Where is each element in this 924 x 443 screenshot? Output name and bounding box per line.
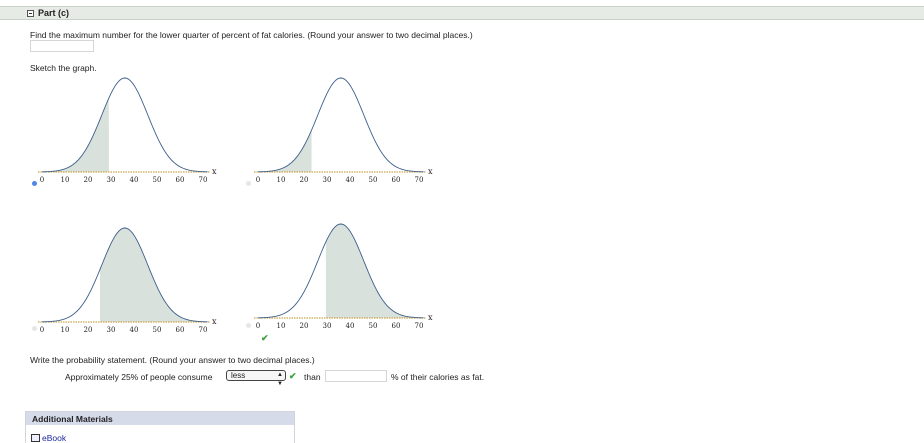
tick-label: 60 [176, 326, 185, 334]
shaded-region [258, 128, 313, 172]
book-icon [31, 434, 40, 442]
tick-label: 50 [369, 176, 378, 184]
graph-radio-3[interactable] [32, 326, 37, 331]
check-icon: ✔ [289, 371, 297, 381]
collapse-icon[interactable] [27, 10, 34, 17]
tick-label: 50 [153, 326, 162, 334]
graph-option-1[interactable]: 0 10 20 30 40 50 60 70 x [38, 72, 218, 187]
tick-label: 10 [277, 322, 286, 330]
tick-label: 30 [323, 322, 332, 330]
tick-label: 30 [107, 176, 116, 184]
tick-label: 30 [107, 326, 116, 334]
probability-label: Write the probability statement. (Round … [30, 355, 315, 365]
check-icon: ✔ [261, 333, 269, 343]
normal-curve [257, 223, 424, 319]
tick-label: 0 [40, 326, 44, 334]
normal-curve [41, 77, 208, 173]
axis-label: x [212, 317, 217, 326]
probability-input[interactable] [325, 370, 387, 382]
part-header: Part (c) [0, 6, 924, 20]
tick-label: 20 [84, 326, 93, 334]
tick-label: 60 [176, 176, 185, 184]
normal-curve [41, 227, 208, 323]
graph-option-4[interactable]: 0 10 20 30 40 50 60 70 x [254, 218, 434, 333]
additional-materials: Additional Materials eBook [25, 411, 295, 443]
statement-suffix: % of their calories as fat. [391, 372, 485, 382]
tick-label: 70 [415, 176, 424, 184]
graph-option-2[interactable]: 0 10 20 30 40 50 60 70 x [254, 72, 434, 187]
tick-label: 50 [369, 322, 378, 330]
tick-label: 70 [199, 326, 208, 334]
statement-prefix: Approximately 25% of people consume [65, 372, 213, 382]
ebook-link[interactable]: eBook [31, 433, 66, 443]
shaded-region [99, 228, 208, 322]
tick-label: 40 [346, 322, 355, 330]
tick-label: 70 [199, 176, 208, 184]
part-title: Part (c) [38, 8, 70, 18]
tick-label: 0 [256, 176, 260, 184]
ebook-label: eBook [42, 433, 67, 443]
tick-label: 40 [130, 326, 139, 334]
tick-label: 50 [153, 176, 162, 184]
normal-curve [257, 77, 424, 173]
comparison-select[interactable]: less ▲ ▼ [226, 370, 286, 387]
graph-radio-4[interactable] [246, 323, 251, 328]
shaded-region [325, 224, 424, 318]
statement-than: than [304, 372, 321, 382]
tick-label: 10 [61, 326, 70, 334]
tick-label: 40 [346, 176, 355, 184]
axis-label: x [212, 167, 217, 176]
graph-radio-1[interactable] [32, 181, 37, 186]
tick-label: 60 [392, 322, 401, 330]
answer-input[interactable] [30, 40, 94, 52]
tick-label: 0 [256, 322, 260, 330]
tick-label: 70 [415, 322, 424, 330]
materials-title: Additional Materials [26, 412, 294, 425]
shaded-region [42, 98, 110, 172]
tick-label: 10 [277, 176, 286, 184]
tick-label: 0 [40, 176, 44, 184]
question-text: Find the maximum number for the lower qu… [30, 30, 473, 40]
tick-label: 20 [300, 322, 309, 330]
axis-label: x [428, 313, 433, 322]
graph-radio-2[interactable] [246, 181, 251, 186]
select-arrows-icon: ▲ ▼ [277, 372, 283, 387]
sketch-label: Sketch the graph. [30, 63, 97, 73]
tick-label: 10 [61, 176, 70, 184]
comparison-select-value: less [231, 371, 246, 380]
axis-label: x [428, 167, 433, 176]
tick-label: 20 [300, 176, 309, 184]
tick-label: 20 [84, 176, 93, 184]
tick-label: 60 [392, 176, 401, 184]
tick-label: 30 [323, 176, 332, 184]
tick-label: 40 [130, 176, 139, 184]
graph-option-3[interactable]: 0 10 20 30 40 50 60 70 x [38, 222, 218, 337]
